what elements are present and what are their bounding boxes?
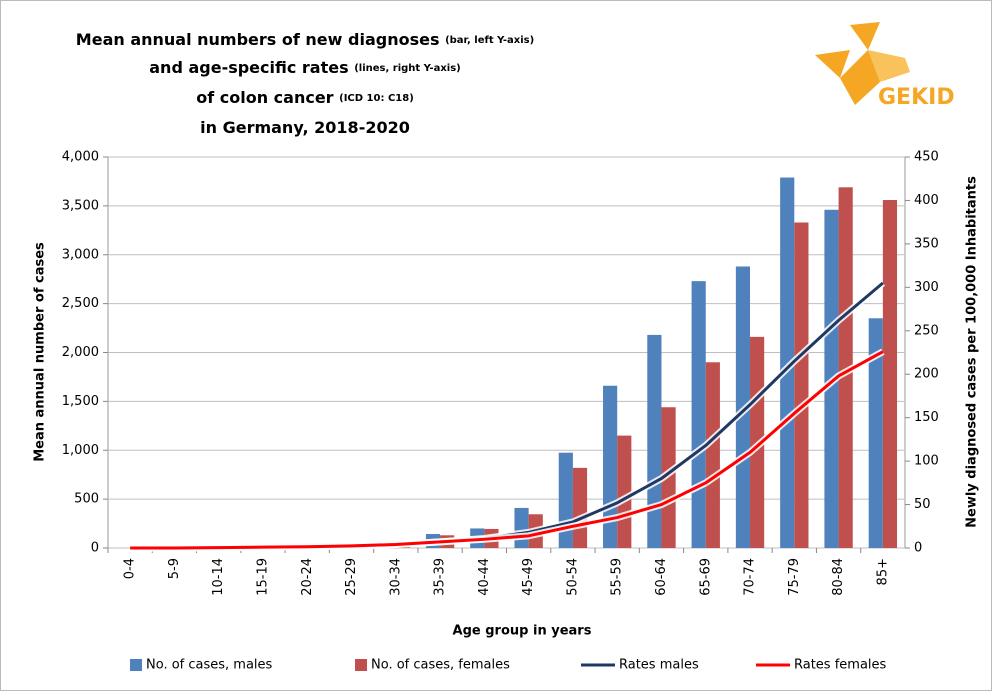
logo: GEKID xyxy=(815,22,955,110)
logo-text: GEKID xyxy=(878,85,955,110)
x-tick-label: 45-49 xyxy=(521,558,536,596)
bar xyxy=(514,507,529,548)
bar xyxy=(661,407,676,548)
y-tick-label: 0 xyxy=(91,541,99,556)
chart-title: and age-specific rates (lines, right Y-a… xyxy=(149,58,460,77)
y2-tick-label: 100 xyxy=(914,454,939,469)
bar xyxy=(705,362,720,548)
y-tick-label: 2,000 xyxy=(62,345,99,360)
y2-tick-label: 200 xyxy=(914,367,939,382)
x-tick-label: 60-64 xyxy=(654,558,669,596)
y-tick-label: 3,000 xyxy=(62,247,99,262)
y-tick-label: 2,500 xyxy=(62,296,99,311)
y2-tick-label: 400 xyxy=(914,193,939,208)
y2-tick-label: 350 xyxy=(914,236,939,251)
x-tick-label: 65-69 xyxy=(698,558,713,596)
title-text: of colon cancer xyxy=(196,88,333,107)
legend-label: No. of cases, males xyxy=(146,658,273,673)
y2-tick-label: 0 xyxy=(914,541,922,556)
bar xyxy=(647,334,662,548)
y2-tick-label: 300 xyxy=(914,280,939,295)
x-tick-label: 15-19 xyxy=(255,558,270,596)
x-tick-label: 25-29 xyxy=(344,558,359,596)
y2-tick-label: 450 xyxy=(914,150,939,165)
x-tick-label: 50-54 xyxy=(565,558,580,596)
x-tick-label: 85+ xyxy=(875,558,890,585)
y-axis-title: Mean annual number of cases xyxy=(33,242,48,462)
x-tick-label: 70-74 xyxy=(743,558,758,596)
x-tick-label: 0-4 xyxy=(123,558,138,579)
x-tick-label: 5-9 xyxy=(167,558,182,579)
bar xyxy=(572,467,588,548)
y-tick-label: 3,500 xyxy=(62,198,99,213)
bar xyxy=(780,177,795,548)
legend-swatch xyxy=(130,659,142,671)
x-tick-label: 75-79 xyxy=(787,558,802,596)
y2-tick-label: 250 xyxy=(914,323,939,338)
x-tick-label: 35-39 xyxy=(433,558,448,596)
x-tick-label: 55-59 xyxy=(610,558,625,596)
bar xyxy=(603,385,618,548)
x-tick-label: 10-14 xyxy=(211,558,226,596)
chart-title: in Germany, 2018-2020 xyxy=(200,118,410,137)
y2-tick-label: 50 xyxy=(914,497,931,512)
legend-swatch xyxy=(355,659,367,671)
legend-label: No. of cases, females xyxy=(371,658,510,673)
title-note: (ICD 10: C18) xyxy=(339,93,414,104)
y2-axis-title: Newly diagnosed cases per 100,000 Inhabi… xyxy=(965,176,980,528)
title-text: and age-specific rates xyxy=(149,58,348,77)
legend-label: Rates males xyxy=(619,658,699,673)
title-note: (lines, right Y-axis) xyxy=(354,63,461,74)
x-tick-label: 80-84 xyxy=(831,558,846,596)
bar xyxy=(617,435,632,548)
y-tick-label: 500 xyxy=(74,492,99,507)
x-tick-label: 30-34 xyxy=(388,558,403,596)
x-tick-label: 20-24 xyxy=(300,558,315,596)
bar xyxy=(558,452,573,548)
title-note: (bar, left Y-axis) xyxy=(445,35,534,46)
bar xyxy=(794,222,809,548)
title-text: in Germany, 2018-2020 xyxy=(200,118,410,137)
x-axis-title: Age group in years xyxy=(453,624,592,639)
chart-title: Mean annual numbers of new diagnoses (ba… xyxy=(76,30,534,49)
y2-tick-label: 150 xyxy=(914,410,939,425)
bar xyxy=(882,200,898,548)
chart-title: of colon cancer (ICD 10: C18) xyxy=(196,88,414,107)
legend-label: Rates females xyxy=(794,658,887,673)
y-tick-label: 1,500 xyxy=(62,394,99,409)
bar xyxy=(691,281,706,548)
title-text: Mean annual numbers of new diagnoses xyxy=(76,30,440,49)
y-tick-label: 4,000 xyxy=(62,150,99,165)
x-tick-label: 40-44 xyxy=(477,558,492,596)
y-tick-label: 1,000 xyxy=(62,443,99,458)
line xyxy=(130,350,884,550)
bar xyxy=(838,187,853,549)
bar xyxy=(868,318,883,548)
